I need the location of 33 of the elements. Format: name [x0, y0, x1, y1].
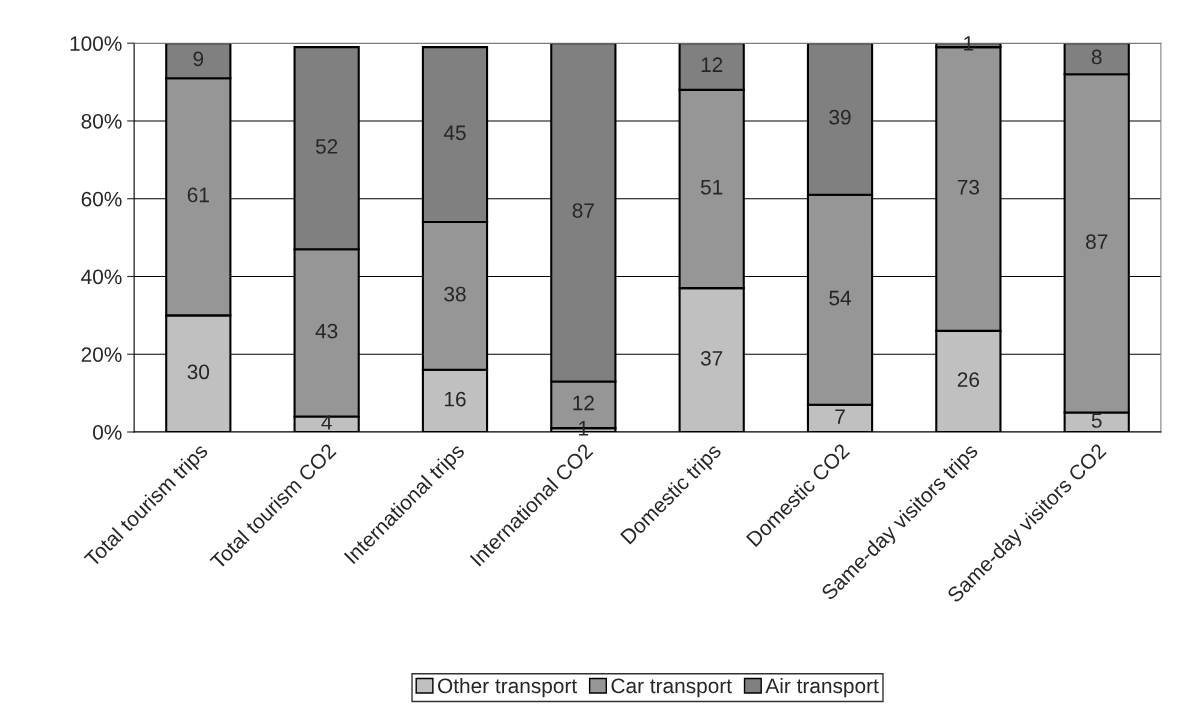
- y-tick-label: 40%: [81, 269, 122, 285]
- data-label: 12: [573, 395, 594, 411]
- data-label: 87: [572, 203, 594, 218]
- data-label: 73: [957, 179, 980, 195]
- data-label: 30: [187, 364, 210, 380]
- data-label: 7: [835, 409, 845, 424]
- data-label: 52: [315, 139, 338, 154]
- data-label: 37: [700, 350, 723, 366]
- data-label: 9: [193, 51, 204, 67]
- data-label: 1: [579, 421, 589, 436]
- data-label: 16: [445, 391, 466, 407]
- data-label: 8: [1091, 49, 1102, 65]
- data-label: 61: [187, 187, 209, 203]
- y-tick-label: 0%: [93, 425, 122, 440]
- y-tick-label: 80%: [81, 113, 122, 129]
- data-label: 87: [1086, 234, 1108, 250]
- legend-label: Car transport: [611, 678, 732, 698]
- data-label: 38: [444, 286, 466, 302]
- data-label: 51: [700, 180, 723, 195]
- y-tick-label: 100%: [70, 36, 122, 51]
- y-tick-label: 60%: [81, 191, 122, 207]
- y-tick-label: 20%: [81, 347, 122, 362]
- legend-label: Air transport: [765, 677, 879, 698]
- data-label: 26: [957, 372, 980, 388]
- data-label: 54: [829, 290, 851, 306]
- data-label: 45: [443, 125, 466, 141]
- data-label: 4: [321, 415, 332, 430]
- legend-label: Other transport: [438, 677, 577, 698]
- data-label: 39: [829, 109, 851, 125]
- data-label: 12: [701, 57, 723, 72]
- data-label: 43: [315, 323, 338, 339]
- data-label: 1: [964, 36, 974, 51]
- data-label: 5: [1091, 413, 1102, 428]
